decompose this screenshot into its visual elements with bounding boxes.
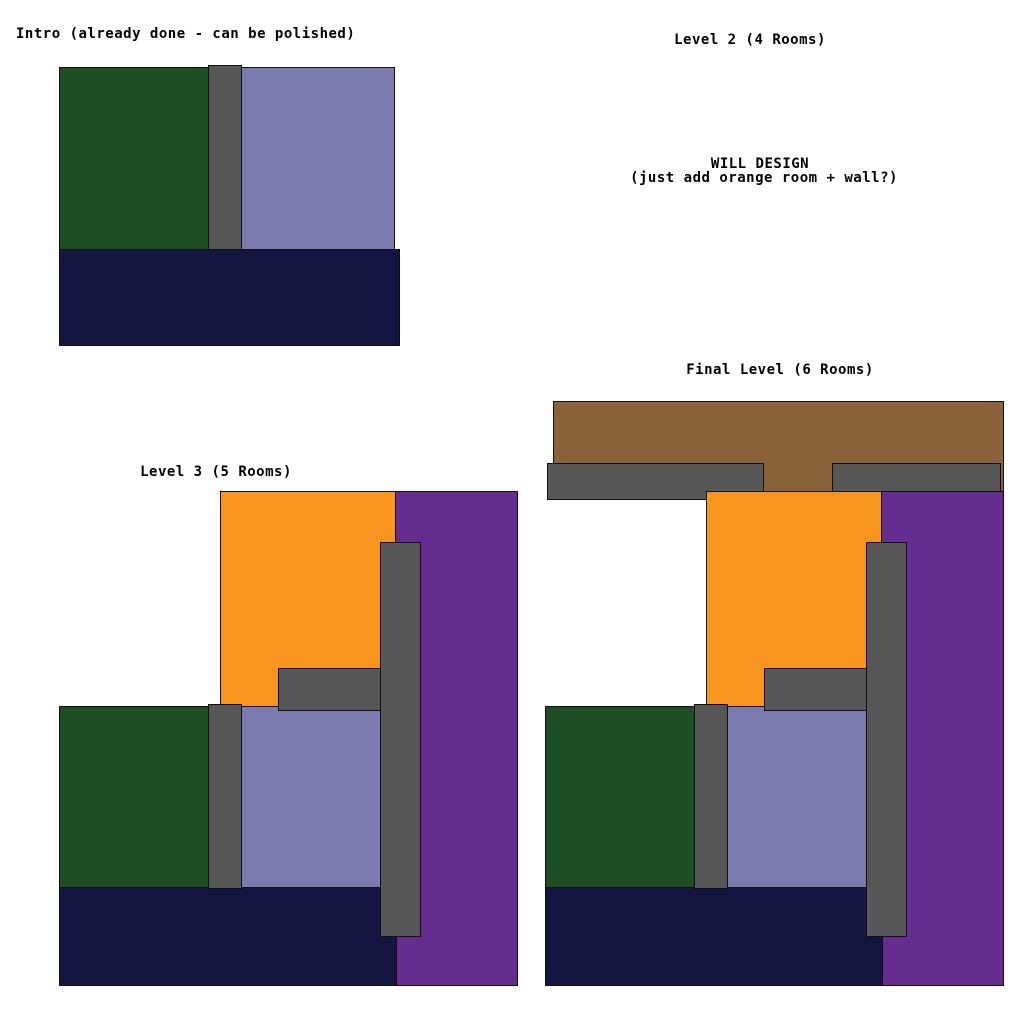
level3-green-room [59, 706, 210, 889]
intro-green-room [59, 67, 210, 250]
final-long-vertical-wall [866, 542, 907, 937]
intro-label: Intro (already done - can be polished) [16, 26, 356, 42]
final-horizontal-wall [764, 668, 868, 711]
level3-lower-vertical-wall [208, 704, 242, 889]
level3-lavender-room [241, 706, 382, 889]
intro-lavender-room [241, 67, 395, 250]
will-design-note: (just add orange room + wall?) [630, 170, 898, 186]
will-design-title: WILL DESIGN [710, 156, 810, 172]
intro-vertical-wall [208, 65, 242, 250]
final-green-room [545, 706, 696, 889]
level-2-label: Level 2 (4 Rooms) [674, 32, 826, 48]
final-lavender-room [727, 706, 868, 889]
final-lower-vertical-wall [694, 704, 728, 889]
level3-long-vertical-wall [380, 542, 421, 937]
intro-navy-room [59, 249, 400, 346]
level3-horizontal-wall [278, 668, 382, 711]
final-navy-room [545, 887, 883, 986]
final-level-label: Final Level (6 Rooms) [686, 362, 874, 378]
level-3-label: Level 3 (5 Rooms) [140, 464, 292, 480]
level3-navy-room [59, 887, 397, 986]
